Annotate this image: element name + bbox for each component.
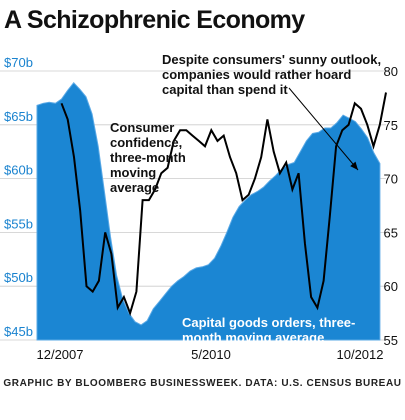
line-series-label: three-month (110, 150, 186, 165)
capital-goods-area (36, 82, 381, 341)
left-axis-tick: $65b (4, 109, 33, 124)
left-axis-tick: $50b (4, 270, 33, 285)
chart: $70b $65b $60b $55b $50b $45b 80 75 70 65 60 55 12… (0, 52, 398, 362)
annotation-top-line: capital than spend it (162, 82, 288, 97)
right-axis-tick: 80 (384, 64, 398, 79)
right-axis-tick: 75 (384, 118, 398, 133)
line-series-label: confidence, (110, 135, 182, 150)
annotations: Despite consumers' sunny outlook,compani… (110, 52, 381, 345)
area-series-label: month moving average (182, 330, 324, 345)
source-credit: GRAPHIC BY BLOOMBERG BUSINESSWEEK. DATA:… (3, 378, 402, 389)
line-series-label: moving (110, 165, 156, 180)
left-axis-tick: $45b (4, 324, 33, 339)
left-axis-tick: $70b (4, 55, 33, 70)
left-axis: $70b $65b $60b $55b $50b $45b (4, 55, 33, 339)
line-series-label: Consumer (110, 120, 174, 135)
left-axis-tick: $60b (4, 163, 33, 178)
right-axis-tick: 65 (384, 225, 398, 240)
x-axis: 12/2007 5/2010 10/2012 (37, 347, 384, 362)
annotation-top-line: Despite consumers' sunny outlook, (162, 52, 381, 67)
annotation-top-line: companies would rather hoard (162, 67, 351, 82)
annotation-arrow (288, 87, 359, 171)
right-axis-tick: 55 (384, 333, 398, 348)
x-axis-tick: 5/2010 (191, 347, 231, 362)
right-axis-tick: 60 (384, 279, 398, 294)
right-axis: 80 75 70 65 60 55 (384, 64, 398, 348)
consumer-confidence-line (60, 92, 387, 317)
x-axis-tick: 12/2007 (37, 347, 84, 362)
line-series-label: average (110, 180, 159, 195)
annotation-arrowhead (350, 161, 358, 170)
left-axis-tick: $55b (4, 216, 33, 231)
x-axis-tick: 10/2012 (337, 347, 384, 362)
chart-title: A Schizophrenic Economy (4, 6, 305, 34)
right-axis-tick: 70 (384, 172, 398, 187)
area-series-label: Capital goods orders, three- (182, 315, 355, 330)
